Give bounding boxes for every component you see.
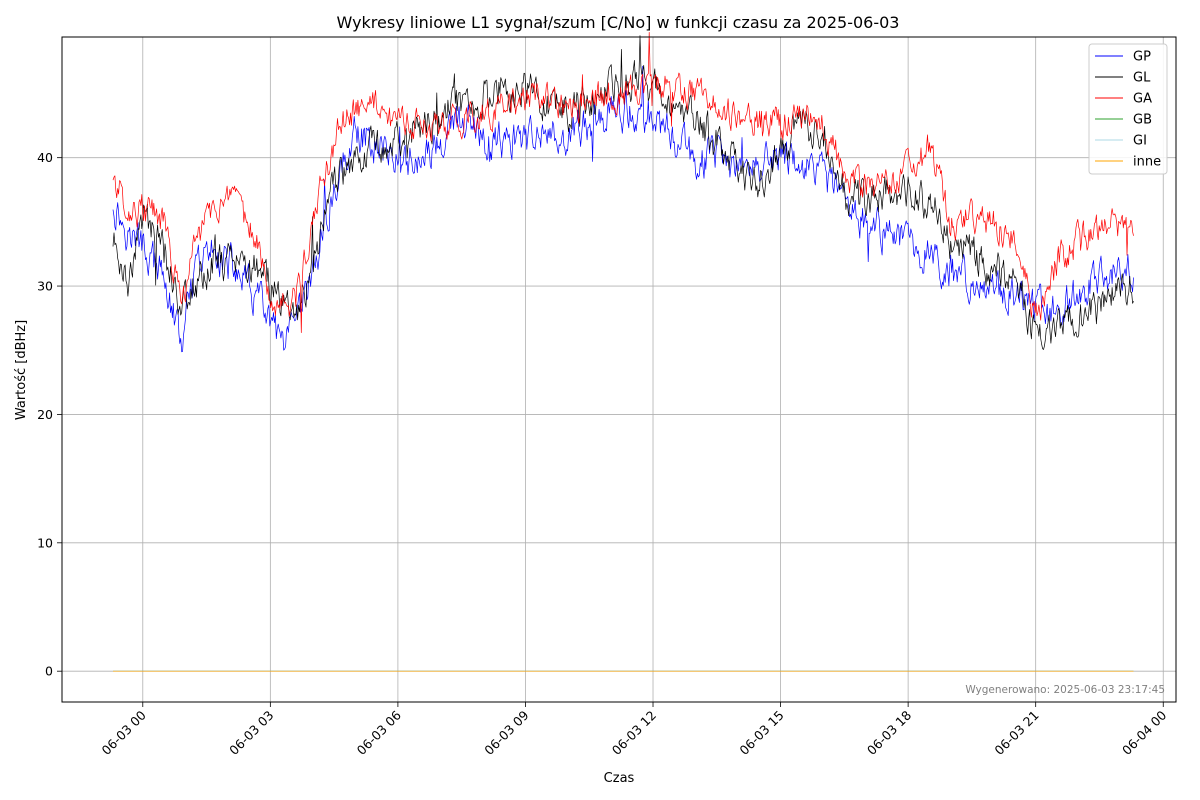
series-line-ga: [112, 31, 1134, 333]
y-tick-label: 40: [37, 150, 53, 165]
legend: GP GL GA GB GI inne: [1088, 43, 1168, 175]
legend-label: GB: [1133, 113, 1152, 128]
legend-label: GA: [1133, 92, 1152, 107]
chart-title: Wykresy liniowe L1 sygnał/szum [C/No] w …: [337, 13, 900, 32]
y-tick-label: 20: [37, 407, 53, 422]
y-tick-labels: 0 10 20 30 40: [37, 150, 53, 679]
legend-label: GI: [1133, 134, 1147, 149]
y-tick-label: 10: [37, 535, 53, 550]
series-line-gp: [112, 65, 1134, 353]
legend-label: inne: [1133, 155, 1161, 170]
legend-label: GL: [1133, 71, 1151, 86]
generated-footer: Wygenerowano: 2025-06-03 23:17:45: [965, 684, 1165, 696]
y-tick-label: 0: [45, 664, 53, 679]
plot-frame: [61, 36, 1177, 703]
legend-label: GP: [1133, 50, 1151, 65]
y-axis-label: Wartość [dBHz]: [14, 320, 29, 420]
y-tick-label: 30: [37, 279, 53, 294]
grid: [57, 37, 1176, 707]
x-axis-label: Czas: [604, 771, 635, 786]
series-group: [112, 31, 1134, 672]
